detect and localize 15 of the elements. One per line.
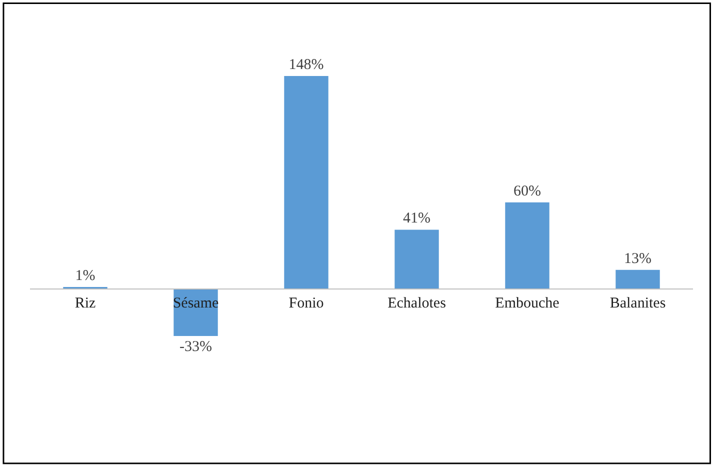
data-label: -33%	[180, 339, 212, 355]
data-label: 60%	[514, 183, 541, 200]
x-tick-label: Echalotes	[388, 296, 446, 312]
x-tick-label: Fonio	[288, 296, 324, 312]
bar	[505, 202, 550, 289]
x-tick-label: Balanites	[610, 296, 666, 312]
data-label: 13%	[624, 250, 652, 267]
data-label: 148%	[288, 57, 324, 73]
data-label: 1%	[75, 268, 96, 284]
x-tick-label: Embouche	[495, 296, 560, 312]
x-tick-label: Riz	[74, 296, 96, 312]
bar	[394, 230, 439, 289]
bar	[616, 270, 660, 289]
data-label: 41%	[403, 210, 430, 227]
bar	[284, 76, 328, 289]
